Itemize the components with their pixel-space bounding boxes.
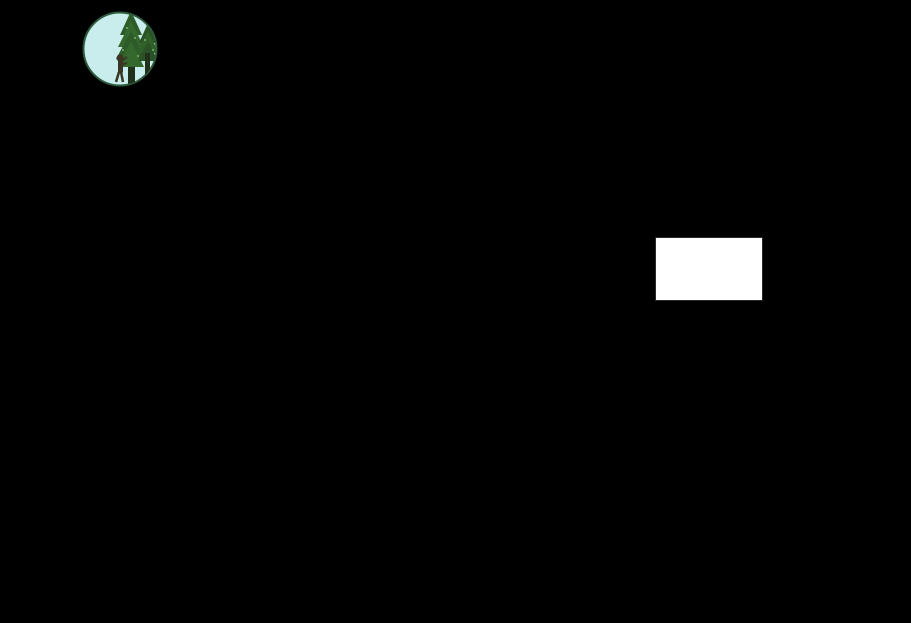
legend-box [655, 237, 763, 301]
legend-line-sample-1497N [680, 254, 705, 256]
legend-entry-1497S [656, 283, 762, 285]
logo-trees-icon [114, 13, 156, 85]
forest-watch-logo [82, 11, 158, 87]
legend-entry-1497N [656, 254, 762, 256]
person-icon [114, 54, 128, 83]
legend-line-sample-1497S [680, 283, 705, 285]
